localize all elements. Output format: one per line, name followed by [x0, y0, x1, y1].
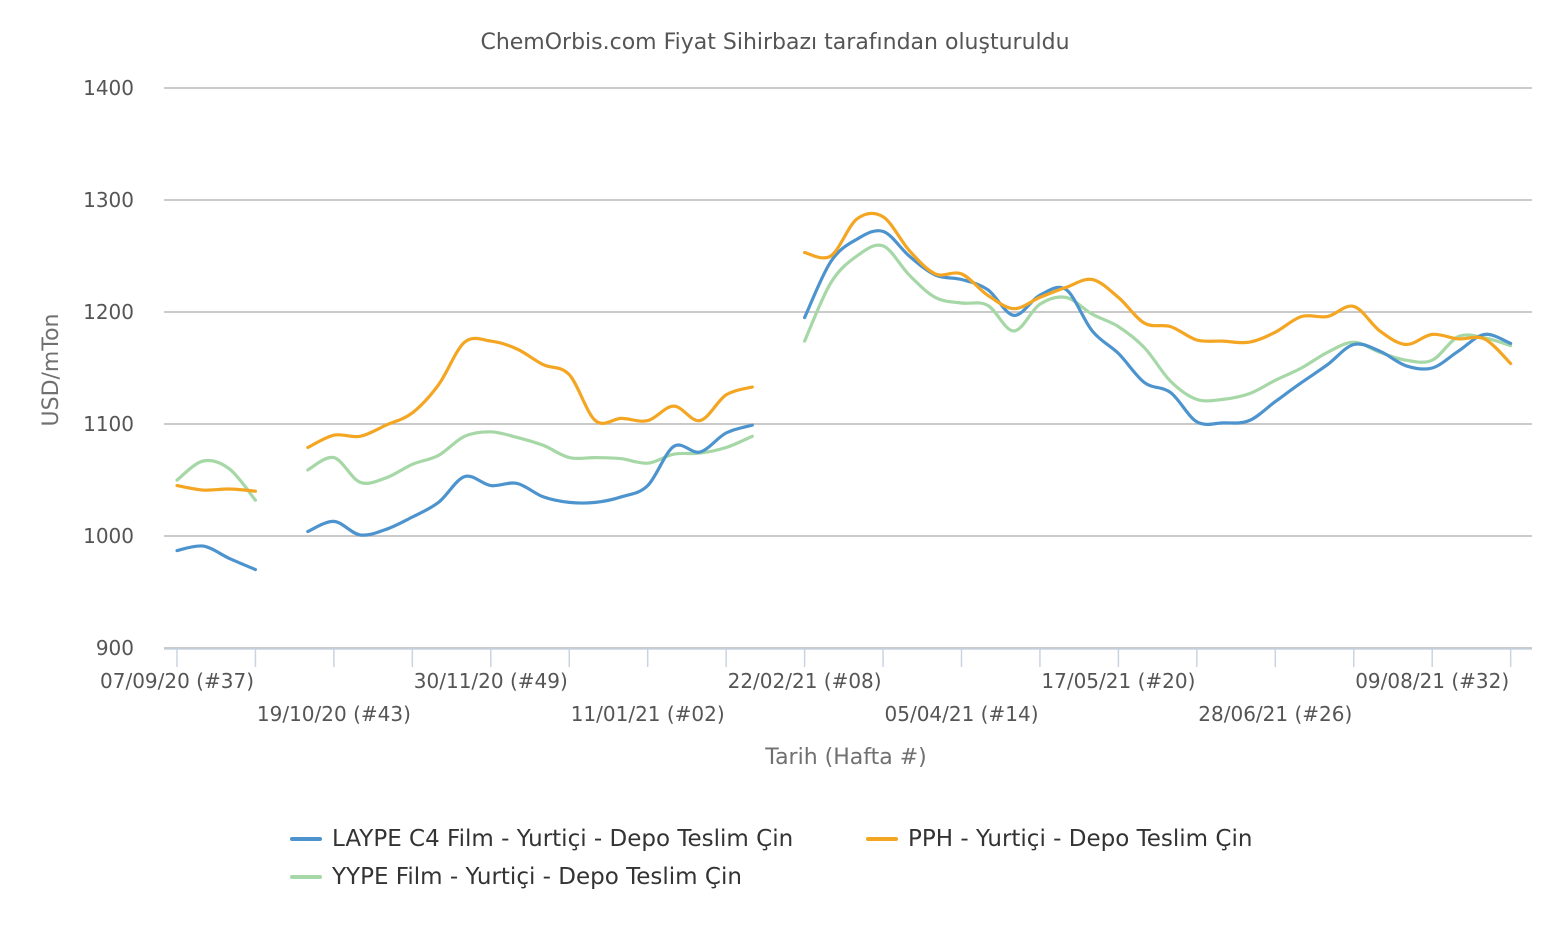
x-tick-label: 19/10/20 (#43) [257, 702, 411, 726]
y-tick-label: 1300 [83, 188, 134, 212]
series-laype[interactable] [175, 229, 1513, 572]
y-tick-label: 1100 [83, 412, 134, 436]
series-line-yype[interactable] [175, 458, 257, 502]
series-lines[interactable] [175, 211, 1513, 572]
legend-label-laype: LAYPE C4 Film - Yurtiçi - Depo Teslim Çi… [332, 826, 794, 852]
y-axis-ticks: 900 1000 1100 1200 1300 1400 [83, 76, 134, 660]
legend-swatch-pph [866, 837, 898, 841]
chart-title: ChemOrbis.com Fiyat Sihirbazı tarafından… [480, 30, 1069, 55]
x-tick-label: 22/02/21 (#08) [728, 669, 882, 693]
y-tick-label: 1400 [83, 76, 134, 100]
x-tick-label: 30/11/20 (#49) [414, 669, 568, 693]
legend-item-yype[interactable]: YYPE Film - Yurtiçi - Depo Teslim Çin [290, 864, 742, 890]
legend-label-pph: PPH - Yurtiçi - Depo Teslim Çin [908, 826, 1253, 852]
legend-swatch-yype [290, 875, 322, 879]
legend-item-laype[interactable]: LAYPE C4 Film - Yurtiçi - Depo Teslim Çi… [290, 826, 793, 852]
series-line-laype[interactable] [803, 229, 1513, 426]
y-gridlines [164, 87, 1532, 649]
series-yype[interactable] [175, 243, 1513, 502]
legend-swatch-laype [290, 837, 322, 841]
x-axis-label: Tarih (Hafta #) [764, 745, 926, 770]
x-tick-label: 28/06/21 (#26) [1198, 702, 1352, 726]
x-axis: 07/09/20 (#37)19/10/20 (#43)30/11/20 (#4… [100, 648, 1532, 726]
x-tick-label: 17/05/21 (#20) [1041, 669, 1195, 693]
x-tick-label: 05/04/21 (#14) [885, 702, 1039, 726]
x-tick-label: 07/09/20 (#37) [100, 669, 254, 693]
x-tick-label: 09/08/21 (#32) [1355, 669, 1509, 693]
y-tick-label: 900 [96, 636, 134, 660]
legend-item-pph[interactable]: PPH - Yurtiçi - Depo Teslim Çin [866, 826, 1252, 852]
series-pph[interactable] [175, 211, 1513, 493]
y-axis-label: USD/mTon [39, 314, 64, 427]
x-tick-label: 11/01/21 (#02) [571, 702, 725, 726]
series-line-pph[interactable] [803, 211, 1513, 366]
y-tick-label: 1000 [83, 524, 134, 548]
series-line-laype[interactable] [175, 544, 257, 572]
legend-label-yype: YYPE Film - Yurtiçi - Depo Teslim Çin [332, 864, 742, 890]
series-line-yype[interactable] [306, 430, 754, 485]
series-line-pph[interactable] [306, 336, 754, 450]
legend: LAYPE C4 Film - Yurtiçi - Depo Teslim Çi… [290, 826, 1390, 906]
series-line-laype[interactable] [306, 423, 754, 537]
series-line-pph[interactable] [175, 484, 257, 493]
series-line-yype[interactable] [803, 243, 1513, 403]
y-tick-label: 1200 [83, 300, 134, 324]
